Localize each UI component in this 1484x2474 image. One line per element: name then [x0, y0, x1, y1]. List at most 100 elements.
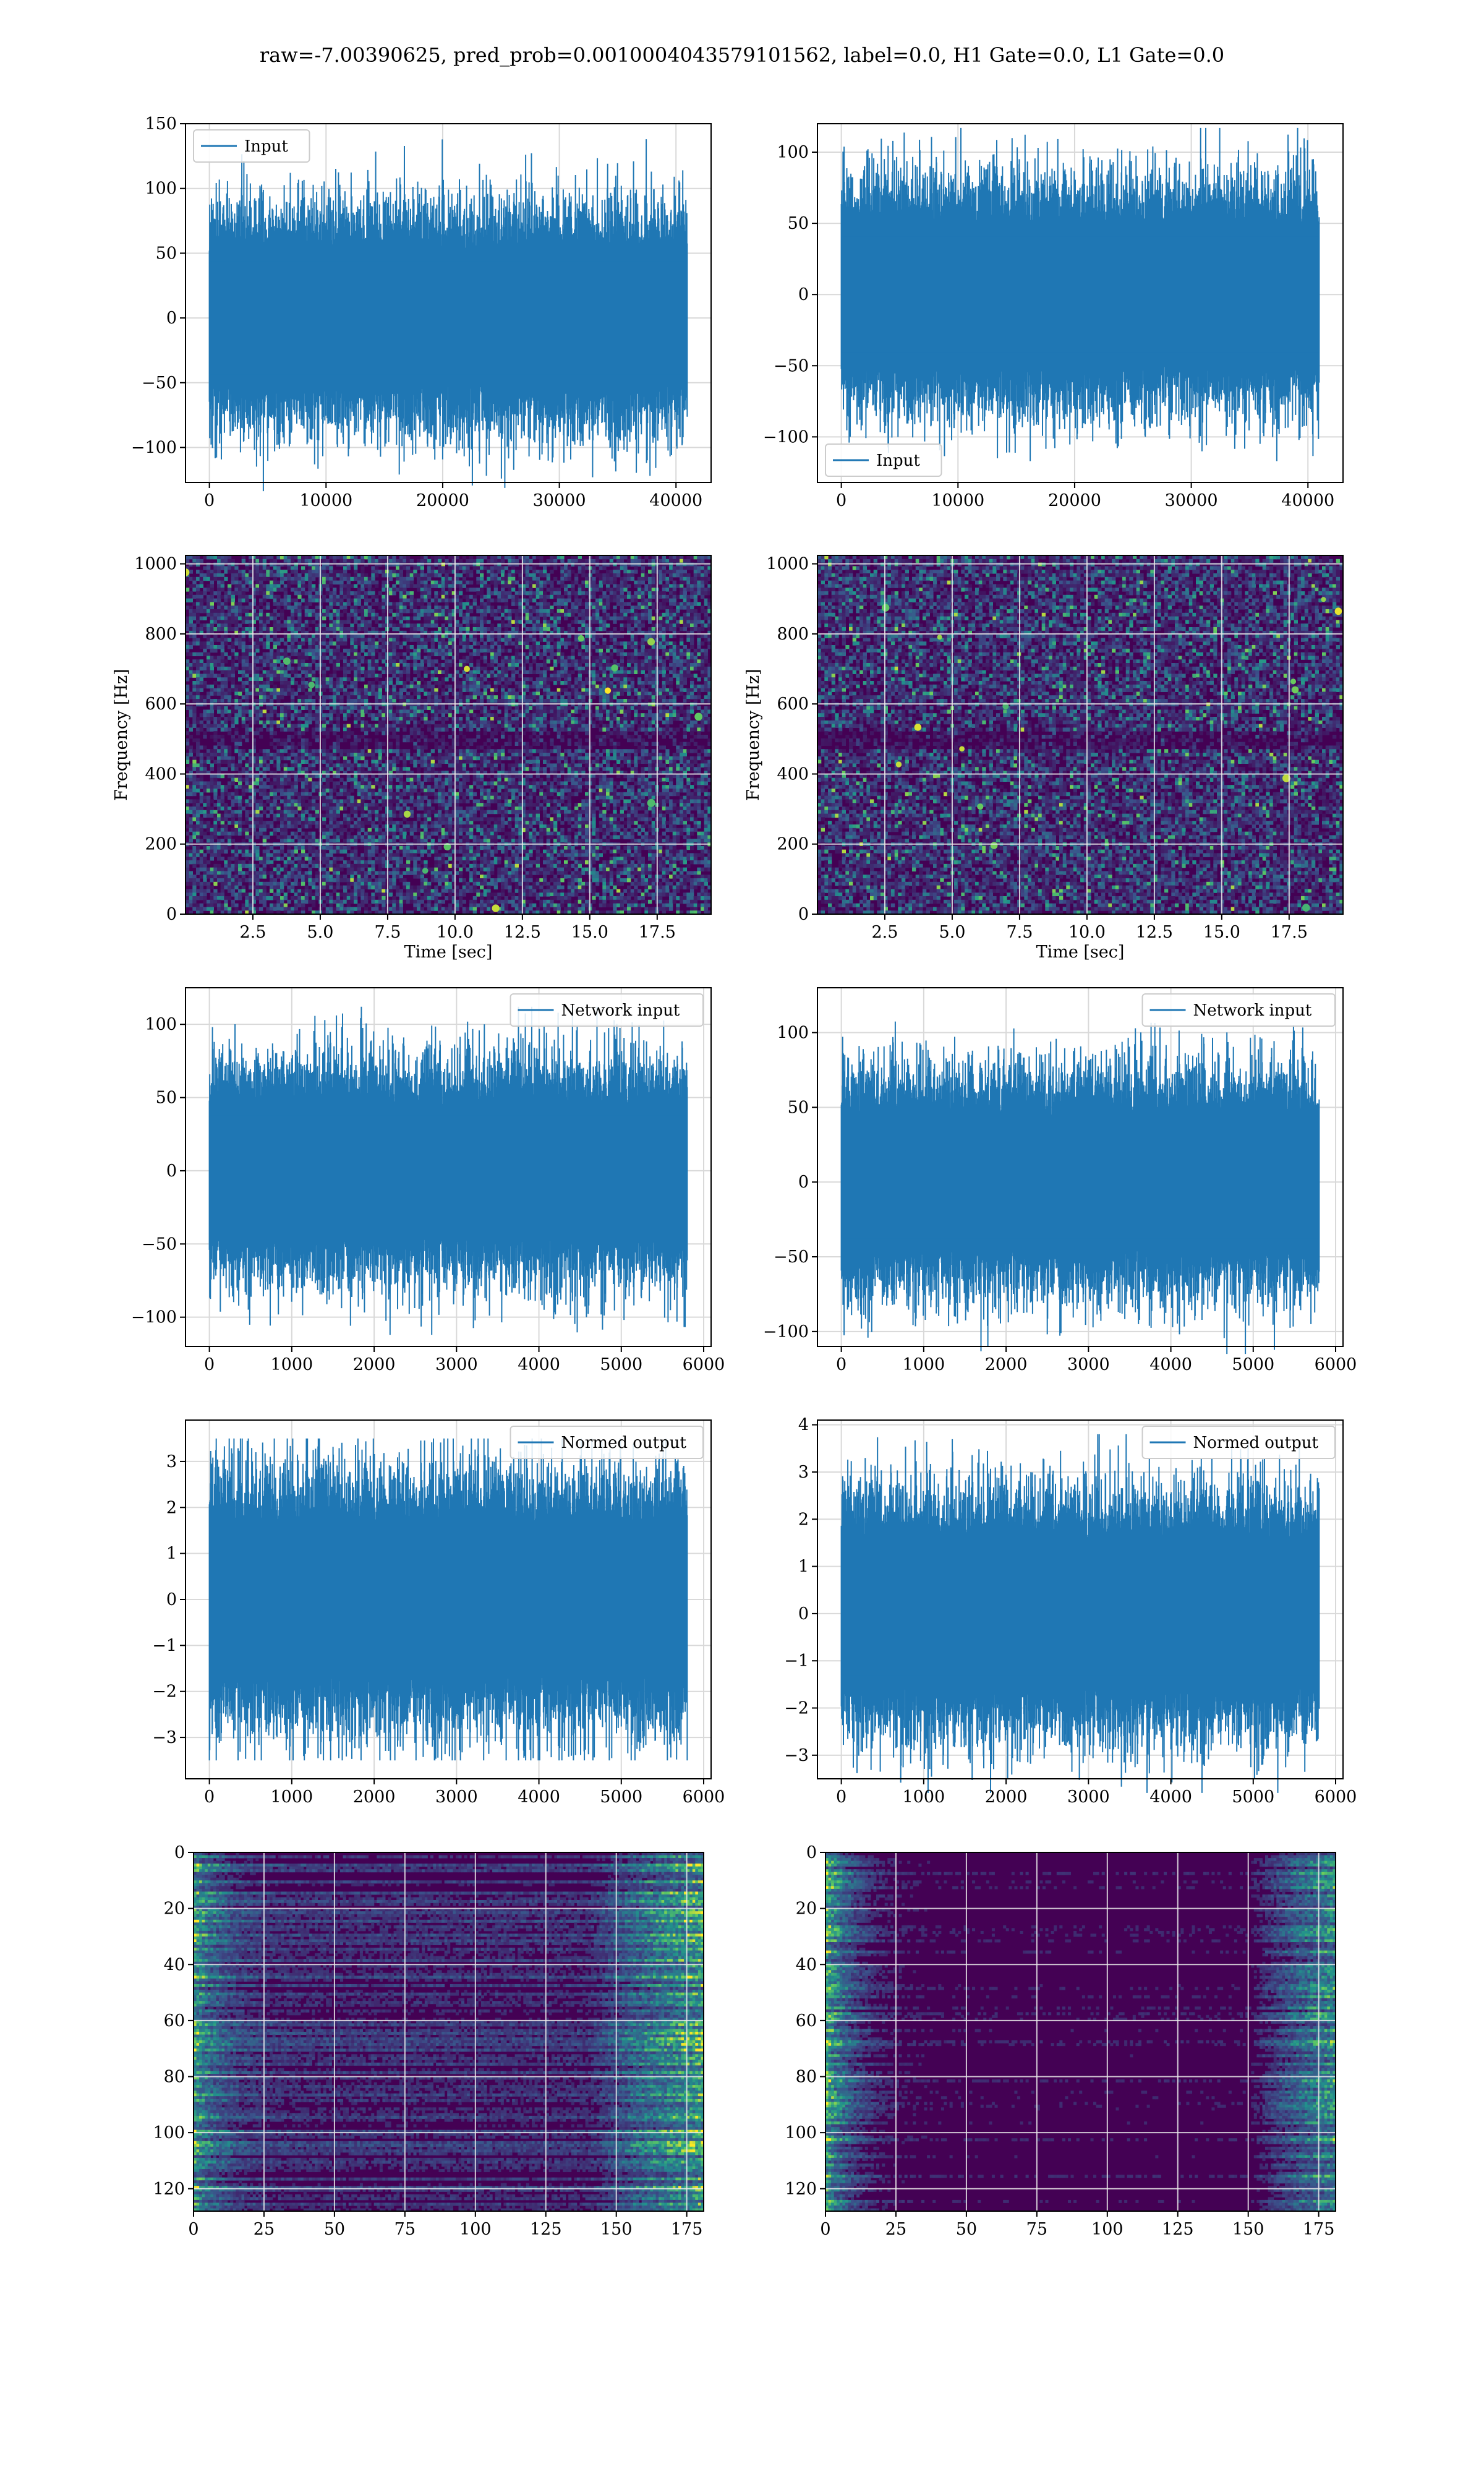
x-tick-label: 10.0 [1068, 923, 1106, 942]
x-tick-label: 3000 [1067, 1787, 1110, 1807]
x-tick-label: 175 [1303, 2220, 1335, 2239]
x-tick-label: 50 [324, 2220, 345, 2239]
y-tick-label: 20 [796, 1899, 817, 1919]
y-tick-label: 40 [796, 1955, 817, 1974]
plot-area [817, 988, 1343, 1355]
x-tick-label: 4000 [518, 1355, 560, 1374]
legend-label: Network input [561, 1001, 680, 1020]
heatmap-image [186, 555, 711, 914]
x-tick-label: 3000 [435, 1787, 478, 1807]
y-tick-label: −3 [152, 1728, 177, 1747]
y-tick-label: −50 [774, 356, 809, 375]
series-core [841, 1126, 1320, 1239]
plot-area [186, 555, 711, 915]
y-axis-label: Frequency [Hz] [744, 669, 763, 800]
y-tick-label: 60 [164, 2011, 185, 2031]
y-tick-label: −1 [152, 1636, 177, 1655]
axes-frame [185, 123, 712, 483]
x-tick-label: 30000 [1165, 491, 1218, 510]
y-tick-label: −50 [774, 1248, 809, 1267]
x-tick-label: 4000 [518, 1787, 560, 1807]
axes-frame [185, 555, 712, 915]
plot-area [817, 1420, 1343, 1793]
x-tick-label: 0 [820, 2220, 830, 2239]
y-tick-label: 120 [153, 2180, 185, 2199]
y-tick-label: 1 [798, 1557, 809, 1577]
x-tick-label: 5000 [1232, 1787, 1274, 1807]
y-tick-label: 20 [164, 1899, 185, 1919]
y-axis-label: Frequency [Hz] [112, 669, 131, 800]
legend: Input [193, 129, 310, 163]
x-axis-label: Time [sec] [404, 943, 493, 962]
plot-area [825, 1852, 1336, 2211]
x-tick-label: 5000 [600, 1355, 642, 1374]
legend: Normed output [510, 1426, 704, 1459]
x-tick-label: 0 [204, 491, 215, 510]
legend-label: Input [244, 137, 288, 156]
y-tick-label: 800 [777, 625, 809, 644]
x-tick-label: 150 [1232, 2220, 1264, 2239]
legend: Network input [1141, 993, 1336, 1027]
x-tick-label: 1000 [271, 1787, 313, 1807]
legend-frame [825, 443, 942, 477]
plot-area [817, 124, 1343, 482]
y-tick-label: 400 [145, 764, 177, 784]
x-tick-label: 10000 [299, 491, 352, 510]
axes-frame [193, 1852, 704, 2212]
x-tick-label: 2.5 [871, 923, 898, 942]
plot-area [186, 123, 711, 492]
x-tick-label: 0 [836, 1355, 846, 1374]
y-tick-label: 40 [164, 1955, 185, 1974]
x-tick-label: 2000 [985, 1787, 1028, 1807]
x-tick-label: 10.0 [437, 923, 474, 942]
y-tick-label: 0 [798, 1173, 809, 1192]
y-tick-label: −3 [784, 1746, 809, 1765]
y-tick-label: −2 [152, 1682, 177, 1701]
subplot-ts-normed-left: Normed output 0 1000 2000 3000 4000 5000 6000 −3… [152, 1419, 725, 1807]
y-tick-label: 400 [777, 764, 809, 784]
x-tick-label: 0 [836, 491, 846, 510]
x-tick-label: 25 [885, 2220, 906, 2239]
x-tick-label: 10000 [931, 491, 984, 510]
x-tick-label: 5000 [1232, 1355, 1274, 1374]
y-tick-label: 150 [145, 114, 177, 134]
x-tick-label: 17.5 [639, 923, 676, 942]
subplot-spec-left: 2.5 5.0 7.5 10.0 12.5 15.0 17.5 0 200 400 600 800 10… [112, 555, 712, 962]
subplot-ts-input-left: Input 0 10000 20000 30000 40000 −100 −50 0 50 100 1… [131, 114, 712, 510]
legend-label: Input [876, 452, 920, 470]
y-tick-label: 2 [798, 1510, 809, 1529]
x-tick-label: 1000 [271, 1355, 313, 1374]
x-tick-label: 0 [836, 1787, 846, 1807]
x-tick-label: 6000 [1315, 1787, 1357, 1807]
y-tick-label: 0 [166, 1590, 177, 1609]
x-tick-label: 50 [956, 2220, 977, 2239]
y-tick-label: −1 [784, 1651, 809, 1671]
x-tick-label: 15.0 [571, 923, 608, 942]
y-tick-label: −50 [142, 374, 177, 393]
axes-frame [825, 1852, 1336, 2212]
axes-frame [817, 555, 1344, 915]
x-tick-label: 25 [254, 2220, 275, 2239]
y-tick-label: 50 [788, 1098, 809, 1117]
series-core [841, 1552, 1320, 1676]
y-tick-label: 50 [788, 214, 809, 233]
x-tick-label: 40000 [1281, 491, 1334, 510]
y-tick-label: 2 [166, 1498, 177, 1517]
y-tick-label: 0 [806, 1843, 817, 1862]
x-tick-label: 6000 [683, 1787, 725, 1807]
y-tick-label: −100 [763, 427, 809, 447]
subplot-mat-right: 0 25 50 75 100 125 150 175 0 20 40 60 80 100 120 [785, 1843, 1336, 2239]
y-tick-label: 0 [798, 285, 809, 304]
x-tick-label: 0 [204, 1787, 215, 1807]
y-tick-label: 800 [145, 625, 177, 644]
y-tick-label: 100 [785, 2123, 817, 2142]
x-tick-label: 7.5 [1006, 923, 1033, 942]
x-tick-label: 4000 [1149, 1355, 1192, 1374]
series-core [209, 1536, 688, 1663]
series-core [841, 236, 1320, 353]
legend-label: Normed output [1193, 1434, 1319, 1452]
x-tick-label: 150 [600, 2220, 633, 2239]
y-tick-label: 50 [156, 1089, 177, 1108]
y-tick-label: 60 [796, 2011, 817, 2031]
